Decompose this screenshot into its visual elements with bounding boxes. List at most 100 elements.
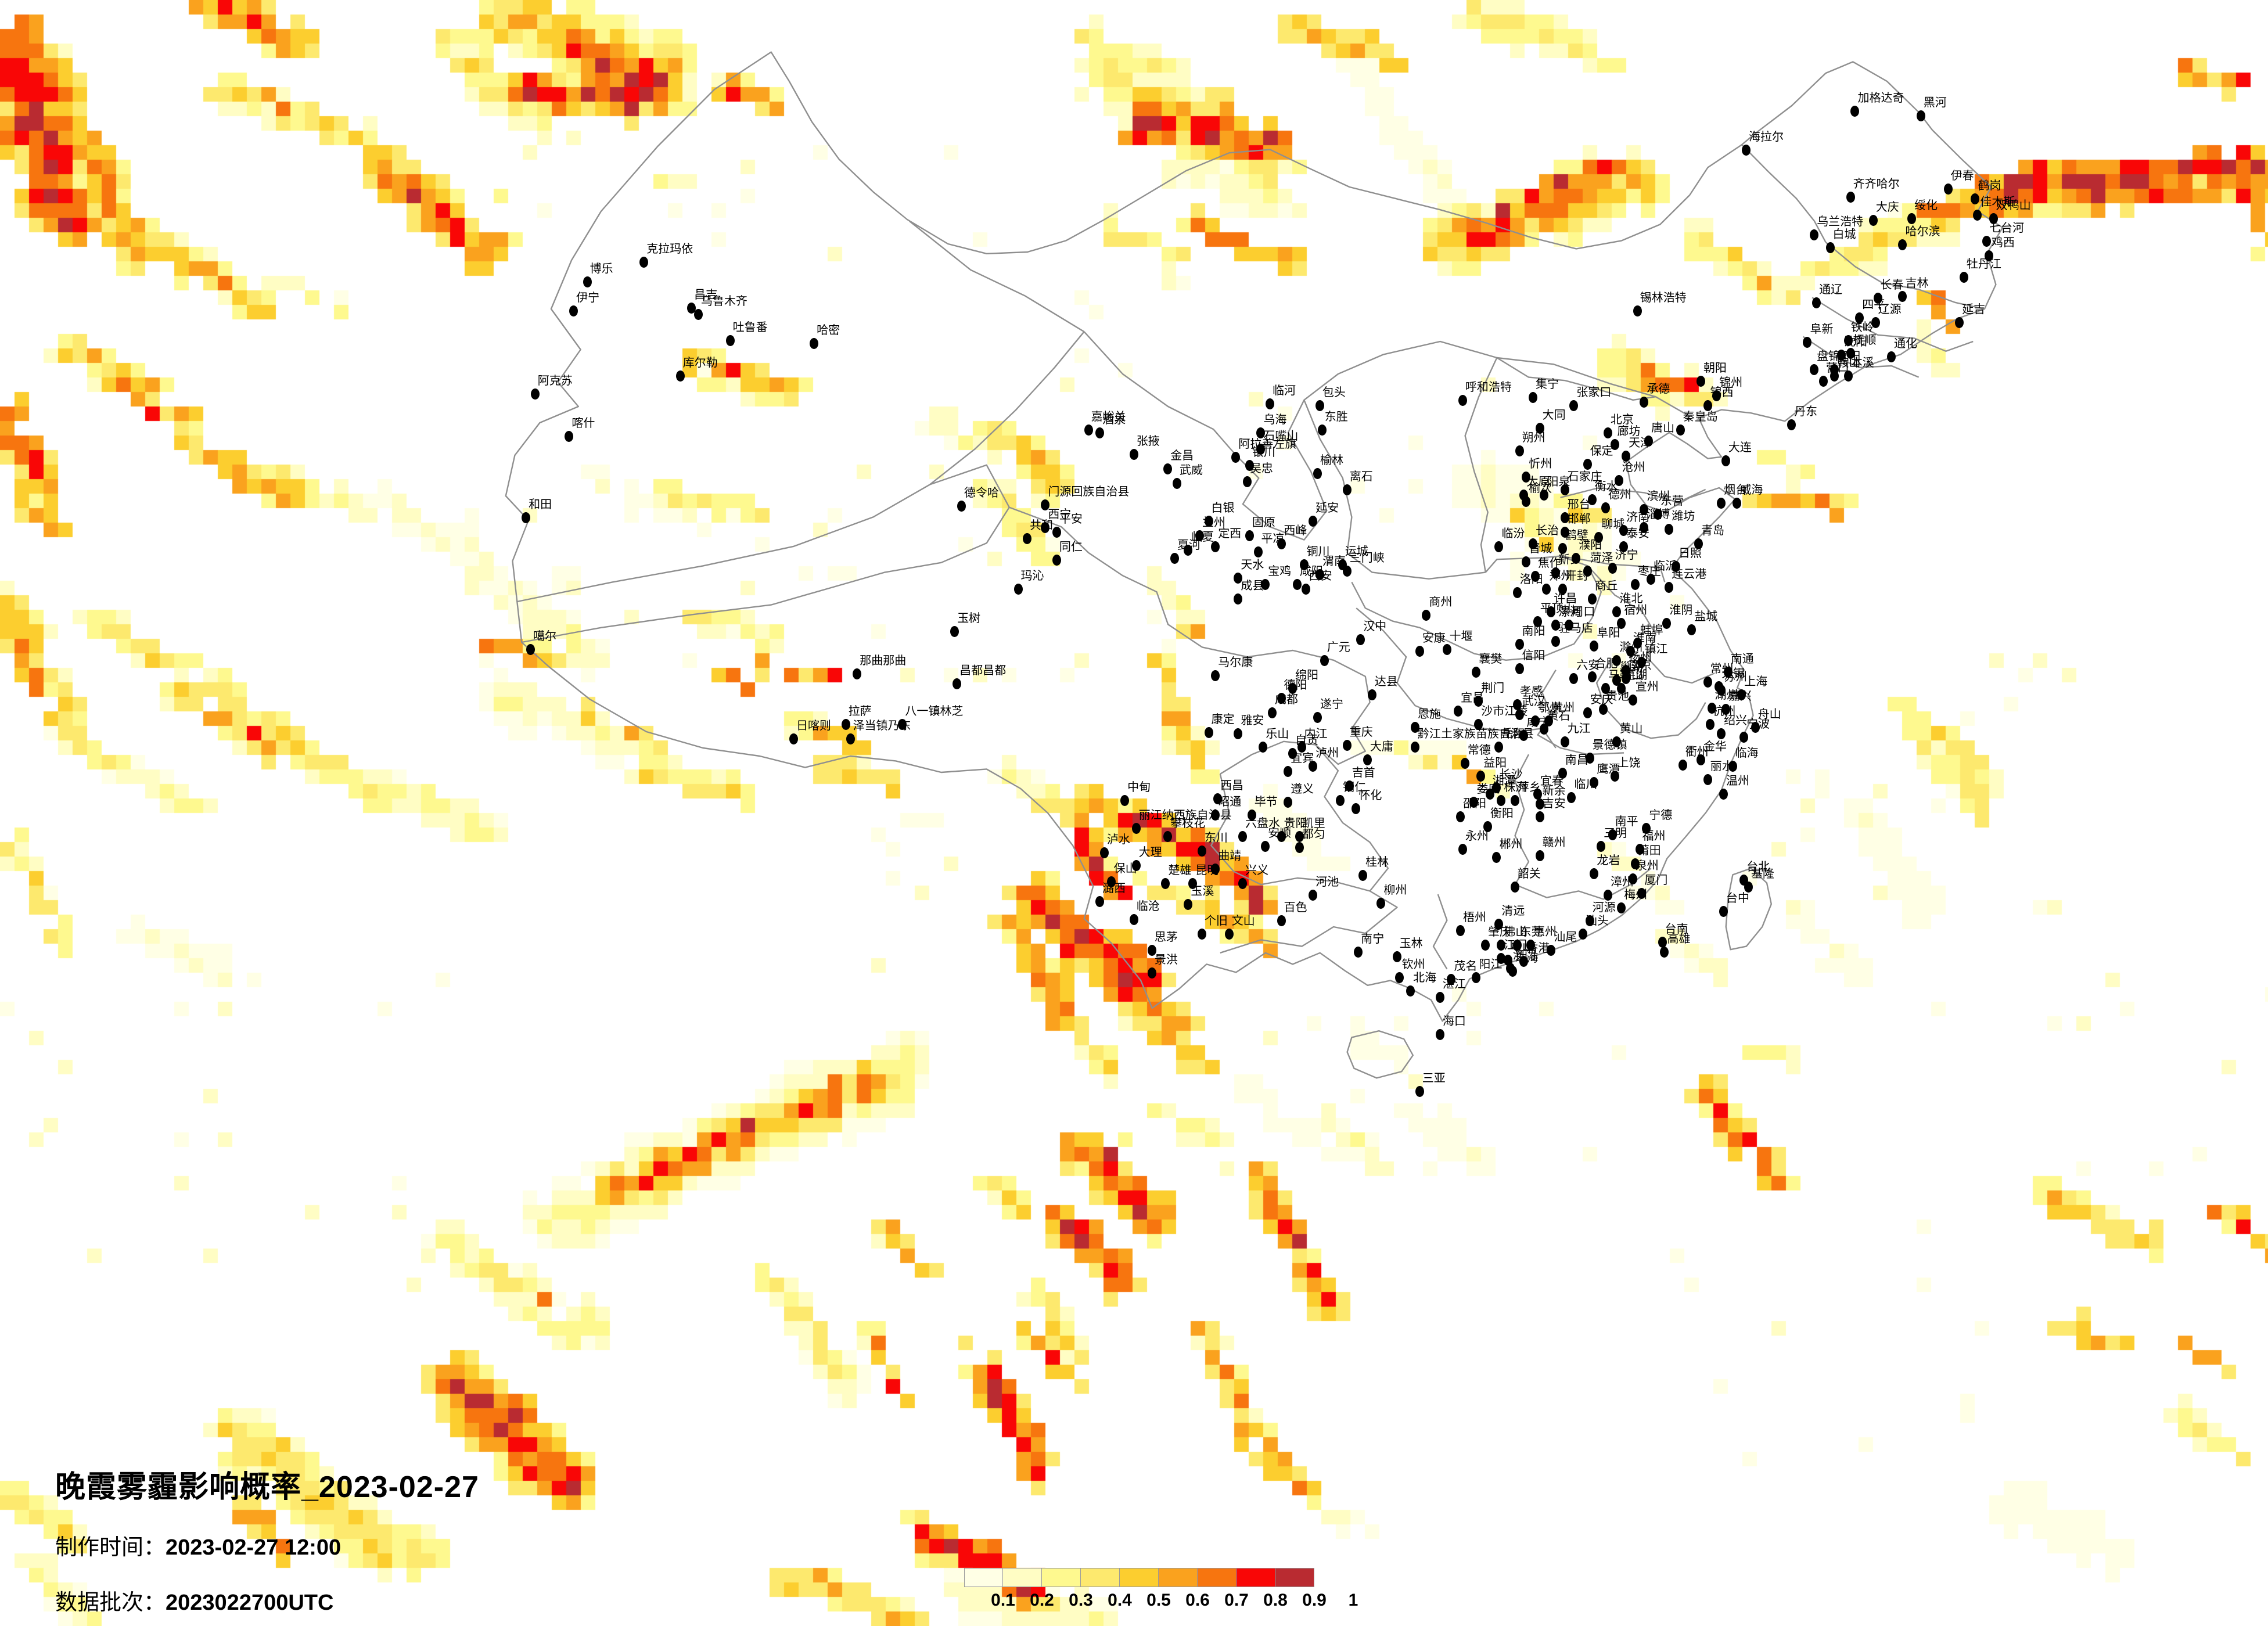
city-label: 楚雄 (1168, 864, 1192, 877)
city-dot-icon (1535, 850, 1544, 862)
city-label: 辽阳 (1837, 350, 1861, 364)
city-dot-icon (1494, 741, 1504, 753)
city-label: 南平 (1615, 815, 1638, 828)
city-label: 泸水 (1106, 833, 1130, 846)
city-dot-icon (1213, 793, 1223, 805)
city-dot-icon (1238, 878, 1248, 889)
city-label: 商丘 (1594, 580, 1618, 592)
city-dot-icon (1547, 606, 1556, 618)
data-batch-label: 数据批次： (55, 1591, 166, 1615)
legend-swatch (1275, 1568, 1314, 1587)
city-label: 厦门 (1644, 873, 1668, 887)
city-dot-icon (1342, 740, 1352, 751)
city-dot-icon (1342, 566, 1352, 577)
city-label: 鸡西 (1991, 236, 2015, 250)
city-label: 门源回族自治县 (1048, 485, 1130, 498)
city-dot-icon (1469, 797, 1479, 808)
city-dot-icon (1442, 643, 1451, 655)
city-label: 加格达奇 (1857, 92, 1904, 105)
city-label: 白城 (1832, 228, 1856, 242)
city-label: 承德 (1647, 383, 1670, 396)
city-label: 焦作 (1537, 556, 1561, 570)
city-label: 曲靖 (1218, 849, 1242, 862)
city-label: 西昌 (1220, 779, 1244, 793)
city-dot-icon (1617, 683, 1626, 694)
city-dot-icon (1376, 897, 1386, 909)
city-label: 淮阴 (1669, 604, 1693, 617)
city-dot-icon (1530, 715, 1540, 726)
city-dot-icon (569, 305, 578, 317)
city-dot-icon (1313, 712, 1322, 724)
city-label: 丽水 (1710, 760, 1734, 773)
legend-tick-label: 0.9 (1302, 1591, 1327, 1610)
city-dot-icon (1352, 803, 1361, 815)
city-label: 临河 (1272, 384, 1296, 397)
city-dot-icon (1356, 634, 1365, 645)
city-label: 玛沁 (1020, 570, 1044, 583)
city-dot-icon (1587, 671, 1597, 683)
city-dot-icon (1161, 878, 1170, 889)
city-label: 安顺 (1268, 826, 1292, 840)
city-dot-icon (1415, 1086, 1424, 1098)
city-label: 海口 (1442, 1015, 1466, 1028)
city-dot-icon (1719, 905, 1728, 917)
city-dot-icon (841, 718, 850, 730)
city-label: 忻州 (1529, 458, 1552, 470)
city-dot-icon (1542, 584, 1551, 595)
city-label: 临川 (1574, 778, 1598, 791)
city-dot-icon (675, 370, 685, 382)
city-dot-icon (1658, 936, 1667, 948)
city-dot-icon (1984, 250, 1993, 262)
city-label: 成县 (1241, 580, 1264, 592)
city-label: 铁岭 (1850, 321, 1874, 334)
city-label: 大理 (1138, 846, 1162, 859)
city-dot-icon (1583, 707, 1592, 718)
city-label: 阳江 (1479, 958, 1503, 972)
city-label: 齐齐哈尔 (1853, 178, 1900, 191)
city-dot-icon (1147, 944, 1156, 956)
city-label: 澳门 (1512, 948, 1536, 962)
city-label: 廊坊 (1617, 425, 1641, 438)
city-dot-icon (1696, 375, 1705, 387)
city-label: 茂名 (1454, 960, 1478, 973)
city-label: 宝鸡 (1268, 564, 1292, 578)
city-dot-icon (1530, 570, 1540, 582)
legend-tick-label: 0.7 (1224, 1591, 1249, 1610)
city-label: 噶尔 (533, 629, 556, 643)
city-dot-icon (1812, 297, 1821, 309)
city-dot-icon (1224, 928, 1234, 940)
city-label: 中山 (1511, 940, 1534, 954)
city-label: 娄底 (1476, 783, 1500, 796)
city-dot-icon (1147, 967, 1156, 979)
city-dot-icon (530, 388, 540, 400)
city-dot-icon (1810, 229, 1819, 240)
city-label: 辽源 (1878, 303, 1902, 316)
city-dot-icon (1041, 499, 1050, 510)
city-label: 南阳 (1522, 625, 1545, 638)
city-dot-icon (1480, 940, 1490, 951)
city-dot-icon (1723, 667, 1733, 678)
legend-tick-label: 1 (1348, 1591, 1358, 1610)
city-label: 东川 (1204, 832, 1228, 844)
city-dot-icon (1982, 236, 1991, 247)
city-dot-icon (1510, 881, 1519, 893)
city-label: 中甸 (1127, 781, 1151, 794)
legend-swatch (1042, 1568, 1081, 1587)
city-label: 宜春 (1540, 775, 1563, 787)
city-dot-icon (1288, 748, 1297, 759)
city-dot-icon (1510, 795, 1519, 807)
city-label: 金华 (1703, 740, 1727, 754)
city-dot-icon (1261, 840, 1270, 852)
province-boundary-24 (1496, 357, 1656, 401)
city-dot-icon (1315, 400, 1324, 411)
city-dot-icon (1569, 673, 1579, 685)
city-dot-icon (1535, 811, 1544, 823)
city-label: 乌海 (1263, 413, 1287, 427)
city-dot-icon (1687, 624, 1696, 636)
city-label: 百色 (1284, 901, 1307, 915)
city-label: 长治 (1535, 524, 1559, 537)
city-dot-icon (1211, 670, 1220, 681)
city-dot-icon (1458, 395, 1467, 406)
city-dot-icon (953, 678, 962, 689)
city-dot-icon (1131, 822, 1141, 834)
